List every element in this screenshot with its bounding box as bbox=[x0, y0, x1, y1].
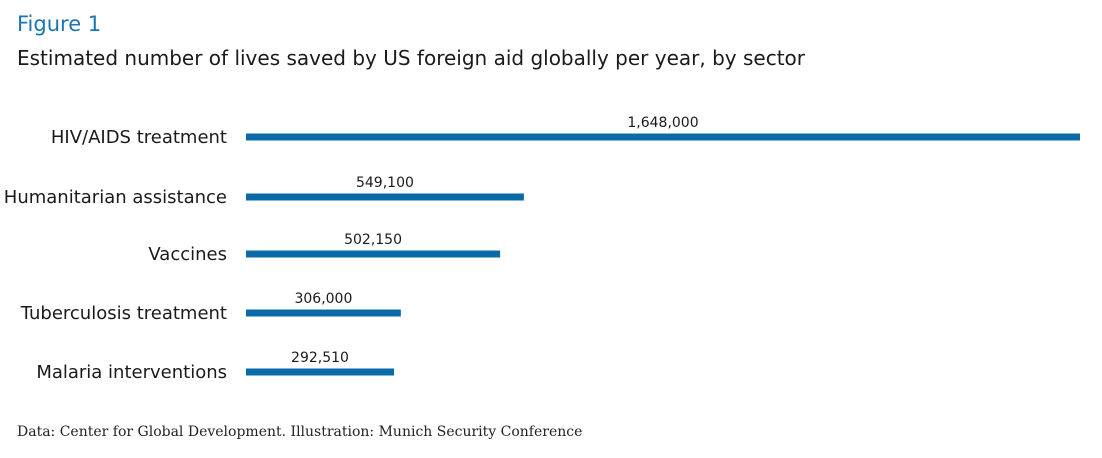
data-label: 306,000 bbox=[294, 291, 352, 307]
bar bbox=[246, 193, 524, 201]
chart-title: Estimated number of lives saved by US fo… bbox=[17, 46, 806, 70]
bar bbox=[246, 368, 395, 376]
bar bbox=[246, 250, 501, 258]
category-label: Vaccines bbox=[148, 244, 227, 265]
data-label: 1,648,000 bbox=[627, 115, 698, 131]
bar bbox=[246, 133, 1080, 141]
bar bbox=[246, 309, 401, 317]
category-label: Tuberculosis treatment bbox=[20, 303, 227, 324]
data-label: 502,150 bbox=[344, 232, 402, 248]
category-label: HIV/AIDS treatment bbox=[51, 127, 227, 148]
data-label: 292,510 bbox=[291, 350, 349, 366]
figure-label: Figure 1 bbox=[17, 12, 102, 36]
data-label: 549,100 bbox=[356, 175, 414, 191]
category-label: Malaria interventions bbox=[36, 362, 227, 383]
category-label: Humanitarian assistance bbox=[4, 187, 227, 208]
source-note: Data: Center for Global Development. Ill… bbox=[17, 424, 583, 440]
